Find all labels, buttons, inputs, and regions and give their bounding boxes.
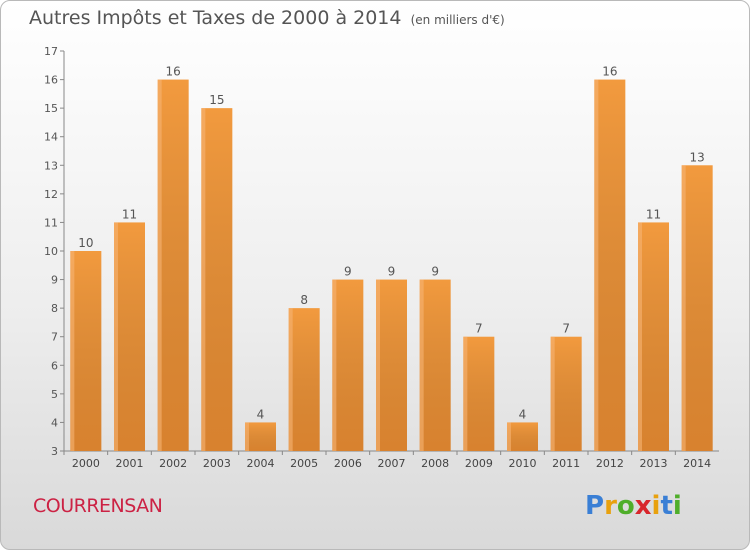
commune-name: COURRENSAN <box>33 495 163 517</box>
y-tick-label: 15 <box>44 102 58 115</box>
bar-highlight <box>550 336 555 451</box>
bar-highlight <box>376 279 380 451</box>
logo-letter: o <box>616 491 635 521</box>
bar-value-label: 16 <box>602 65 617 79</box>
bar-highlight <box>288 308 293 451</box>
bar-value-label: 9 <box>388 265 396 279</box>
bar-value-label: 13 <box>690 150 705 164</box>
bar-value-label: 15 <box>209 93 224 107</box>
y-tick-label: 12 <box>44 188 58 201</box>
bar-highlight <box>201 108 206 452</box>
y-tick-label: 10 <box>44 245 58 258</box>
bar-value-label: 7 <box>562 322 570 336</box>
y-tick-label: 3 <box>51 445 58 458</box>
x-tick-label: 2008 <box>421 457 449 470</box>
chart-title-main: Autres Impôts et Taxes de 2000 à 2014 <box>29 7 402 29</box>
bar-shade <box>681 165 713 452</box>
y-tick-label: 11 <box>44 216 58 229</box>
bar-highlight <box>157 79 162 452</box>
bar-highlight <box>463 336 468 451</box>
y-tick-label: 13 <box>44 159 58 172</box>
bar-value-label: 7 <box>475 322 483 336</box>
bar-shade <box>638 222 669 451</box>
x-tick-label: 2004 <box>247 457 275 470</box>
y-tick-label: 17 <box>44 45 58 58</box>
logo-letter: i <box>672 491 682 521</box>
y-tick-label: 5 <box>51 388 58 401</box>
bar-highlight <box>594 79 599 452</box>
x-tick-label: 2013 <box>640 457 668 470</box>
x-tick-label: 2011 <box>552 457 580 470</box>
bar-value-label: 10 <box>78 236 93 250</box>
y-tick-label: 7 <box>51 331 58 344</box>
bar-highlight <box>70 251 75 451</box>
bar-value-label: 4 <box>257 407 265 421</box>
proxiti-logo: Proxiti <box>585 491 682 521</box>
x-tick-label: 2003 <box>203 457 231 470</box>
bar-shade <box>157 79 189 452</box>
bar-highlight <box>114 222 118 451</box>
bar-shade <box>332 279 364 451</box>
bar-value-label: 9 <box>344 265 352 279</box>
bar-value-label: 4 <box>519 407 527 421</box>
bar-highlight <box>245 422 249 451</box>
bar-shade <box>594 79 626 452</box>
bar-value-label: 11 <box>122 207 137 221</box>
x-tick-label: 2010 <box>509 457 537 470</box>
bar-shade <box>419 279 451 451</box>
bar-shade <box>201 108 233 452</box>
y-tick-label: 16 <box>44 74 58 87</box>
logo-letter: P <box>585 491 605 521</box>
x-tick-label: 2014 <box>683 457 711 470</box>
bar-highlight <box>419 279 424 451</box>
y-tick-label: 6 <box>51 359 58 372</box>
chart-bars: 10 11 16 15 4 8 9 9 9 7 4 7 16 11 13 <box>70 65 713 452</box>
logo-letter: r <box>604 491 617 521</box>
bar-highlight <box>332 279 337 451</box>
bar-shade <box>550 336 582 451</box>
x-tick-label: 2009 <box>465 457 493 470</box>
x-tick-label: 2012 <box>596 457 624 470</box>
y-tick-label: 4 <box>51 416 58 429</box>
bar-shade <box>70 251 102 451</box>
x-tick-label: 2000 <box>72 457 100 470</box>
logo-letter: i <box>651 491 661 521</box>
bar-value-label: 11 <box>646 207 661 221</box>
bar-highlight <box>507 422 511 451</box>
y-tick-label: 9 <box>51 274 58 287</box>
x-tick-label: 2005 <box>290 457 318 470</box>
logo-letter: t <box>660 491 673 521</box>
bar-shade <box>288 308 320 451</box>
bar-shade <box>507 422 538 451</box>
x-tick-label: 2001 <box>116 457 144 470</box>
chart-title: Autres Impôts et Taxes de 2000 à 2014 (e… <box>29 7 505 29</box>
bar-shade <box>463 336 495 451</box>
x-tick-label: 2006 <box>334 457 362 470</box>
bar-shade <box>114 222 145 451</box>
chart-title-unit: (en milliers d'€) <box>410 13 505 27</box>
bar-highlight <box>681 165 686 452</box>
bar-shade <box>376 279 407 451</box>
bar-value-label: 16 <box>166 65 181 79</box>
bar-value-label: 9 <box>431 265 439 279</box>
x-tick-label: 2007 <box>378 457 406 470</box>
bar-shade <box>245 422 276 451</box>
bar-highlight <box>638 222 642 451</box>
x-tick-label: 2002 <box>159 457 187 470</box>
logo-letter: x <box>634 491 652 521</box>
bar-value-label: 8 <box>300 293 308 307</box>
y-tick-label: 8 <box>51 302 58 315</box>
y-tick-label: 14 <box>44 131 58 144</box>
